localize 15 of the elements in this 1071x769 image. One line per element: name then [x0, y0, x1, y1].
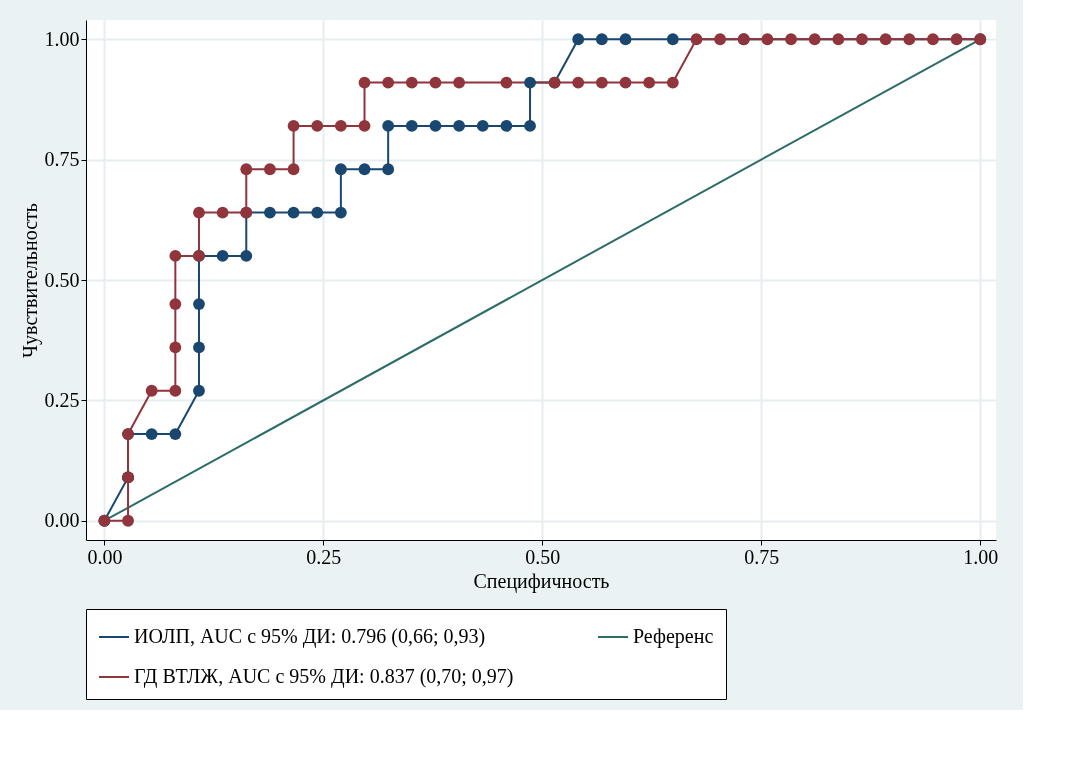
- y-tick-label: 0.50: [44, 268, 80, 291]
- x-tick-label: 0.25: [306, 545, 342, 568]
- y-tick-label: 0.00: [44, 509, 80, 532]
- x-tick-label: 0.50: [525, 545, 561, 568]
- legend-label: ГД ВТЛЖ, AUC с 95% ДИ: 0.837 (0,70; 0,97): [134, 665, 514, 688]
- legend-label: Референс: [633, 625, 714, 648]
- x-tick-label: 0.75: [744, 545, 780, 568]
- x-tick-label: 1.00: [963, 545, 999, 568]
- x-tick-label: 0.00: [87, 545, 123, 568]
- x-axis-title: Специфичность: [473, 569, 610, 593]
- y-tick-label: 0.75: [44, 148, 80, 171]
- legend-label: ИОЛП, AUC с 95% ДИ: 0.796 (0,66; 0,93): [134, 625, 486, 648]
- y-tick-label: 1.00: [44, 27, 80, 50]
- y-axis-title: Чувствительность: [18, 203, 42, 358]
- y-tick-label: 0.25: [44, 388, 80, 411]
